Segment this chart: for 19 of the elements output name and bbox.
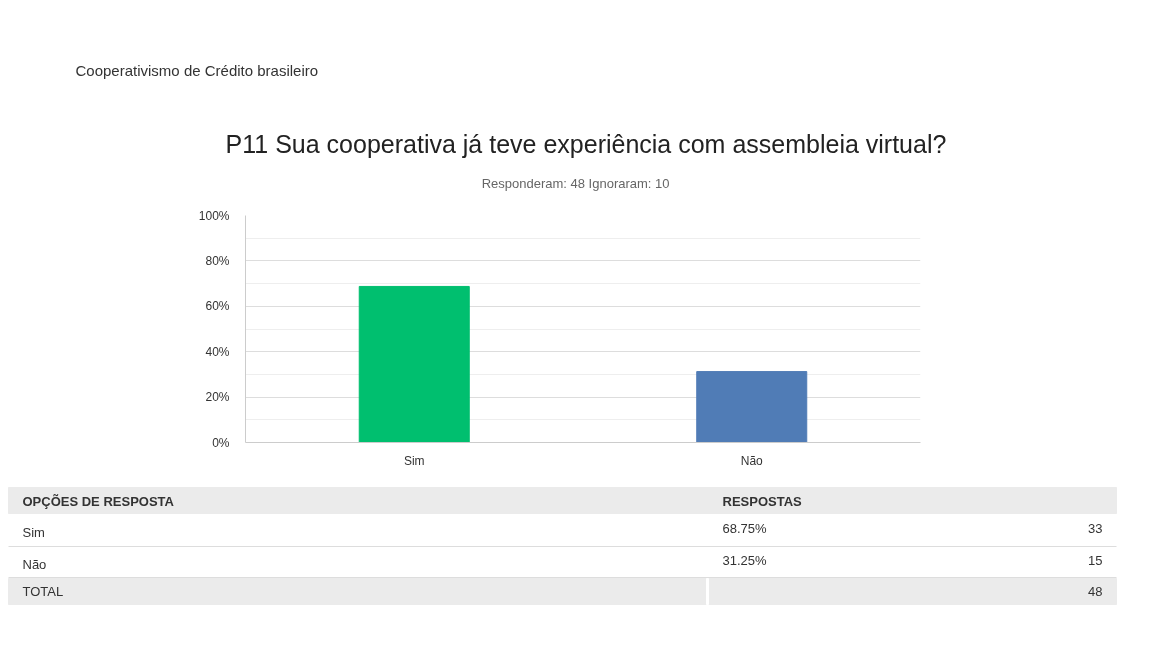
text: 33 xyxy=(1088,521,1103,536)
text: OPÇÕES DE RESPOSTA xyxy=(22,494,175,509)
y-tick-label: 100% xyxy=(198,208,230,223)
text: TOTAL xyxy=(22,584,64,599)
category-label: Não xyxy=(22,557,47,572)
text: 48 xyxy=(1088,584,1103,599)
text: RESPOSTAS xyxy=(722,494,803,509)
text: 15 xyxy=(1088,553,1103,568)
category-label: Sim xyxy=(22,525,45,540)
y-tick-label: 80% xyxy=(205,253,230,268)
chart-subtitle: Responderam: 48 Ignoraram: 10 xyxy=(481,176,670,191)
y-tick-label: 20% xyxy=(205,390,230,405)
text: 68.75% xyxy=(722,521,768,536)
y-tick-label: 0% xyxy=(212,435,230,450)
y-tick-label: 60% xyxy=(205,299,230,314)
chart-title: P11 Sua cooperativa já teve experiência com assembleia virtual? xyxy=(225,129,947,158)
y-tick-label: 40% xyxy=(205,344,230,359)
text: Cooperativismo de Crédito brasileiro xyxy=(75,62,319,79)
text: 31.25% xyxy=(722,553,768,568)
